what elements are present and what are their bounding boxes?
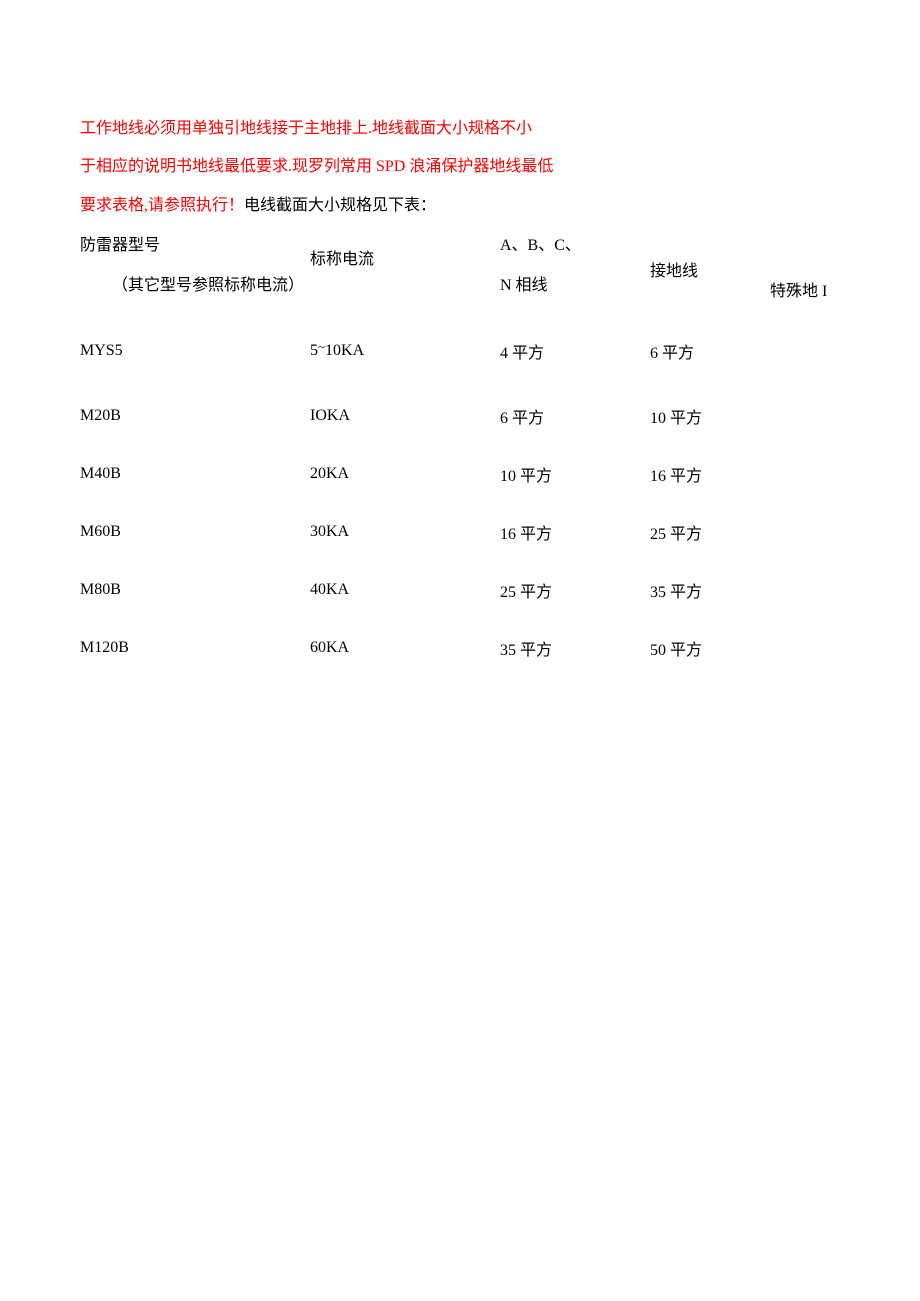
intro-line-3: 要求表格,请参照执行！电线截面大小规格见下表： [80,187,840,225]
cell-ground: 25 平方 [650,520,770,544]
cell-phase: 10 平方 [500,462,650,486]
table-row: M20B IOKA 6 平方 10 平方 [80,387,840,445]
header-phase-line1: A、B、C、 [500,233,650,259]
table-row: M40B 20KA 10 平方 16 平方 [80,445,840,503]
cell-current: 20KA [310,465,500,483]
table-row: M60B 30KA 16 平方 25 平方 [80,503,840,561]
cell-ground: 50 平方 [650,636,770,660]
table-row: M80B 40KA 25 平方 35 平方 [80,561,840,619]
intro-line-1: 工作地线必须用单独引地线接于主地排上.地线截面大小规格不小 [80,110,840,148]
header-model-line2: （其它型号参照标称电流） [80,273,310,299]
cell-phase: 35 平方 [500,636,650,660]
cell-ground: 35 平方 [650,578,770,602]
intro-line-3-red: 要求表格,请参照执行！ [80,197,244,214]
cell-model: M20B [80,407,310,425]
cell-model: M120B [80,639,310,657]
cell-ground: 10 平方 [650,404,770,428]
current-prefix: 5 [310,342,318,359]
header-current: 标称电流 [310,233,500,269]
intro-line-3-black: 电线截面大小规格见下表： [244,197,436,214]
header-phase: A、B、C、 N 相线 [500,233,650,298]
cell-phase: 4 平方 [500,339,650,363]
current-super: ~ [318,339,325,354]
header-ground: 接地线 [650,233,770,281]
header-special: 特殊地 I [770,233,860,301]
cell-phase: 16 平方 [500,520,650,544]
header-phase-line2: N 相线 [500,273,650,299]
cell-model: M40B [80,465,310,483]
header-model-line1: 防雷器型号 [80,233,310,259]
cell-ground: 6 平方 [650,339,770,363]
cell-current: 60KA [310,639,500,657]
intro-line-2: 于相应的说明书地线最低要求.现罗列常用 SPD 浪涌保护器地线最低 [80,148,840,186]
cell-ground: 16 平方 [650,462,770,486]
cell-current: IOKA [310,407,500,425]
spec-table: 防雷器型号 （其它型号参照标称电流） 标称电流 A、B、C、 N 相线 接地线 … [80,233,840,677]
cell-current: 30KA [310,523,500,541]
table-header-row: 防雷器型号 （其它型号参照标称电流） 标称电流 A、B、C、 N 相线 接地线 … [80,233,840,315]
table-row: MYS5 5~10KA 4 平方 6 平方 [80,315,840,387]
cell-model: MYS5 [80,342,310,360]
current-suffix: 10KA [325,342,364,359]
cell-current: 5~10KA [310,342,500,360]
table-row: M120B 60KA 35 平方 50 平方 [80,619,840,677]
cell-phase: 25 平方 [500,578,650,602]
cell-model: M80B [80,581,310,599]
intro-paragraph: 工作地线必须用单独引地线接于主地排上.地线截面大小规格不小 于相应的说明书地线最… [80,110,840,225]
cell-model: M60B [80,523,310,541]
cell-current: 40KA [310,581,500,599]
header-model: 防雷器型号 （其它型号参照标称电流） [80,233,310,298]
cell-phase: 6 平方 [500,404,650,428]
